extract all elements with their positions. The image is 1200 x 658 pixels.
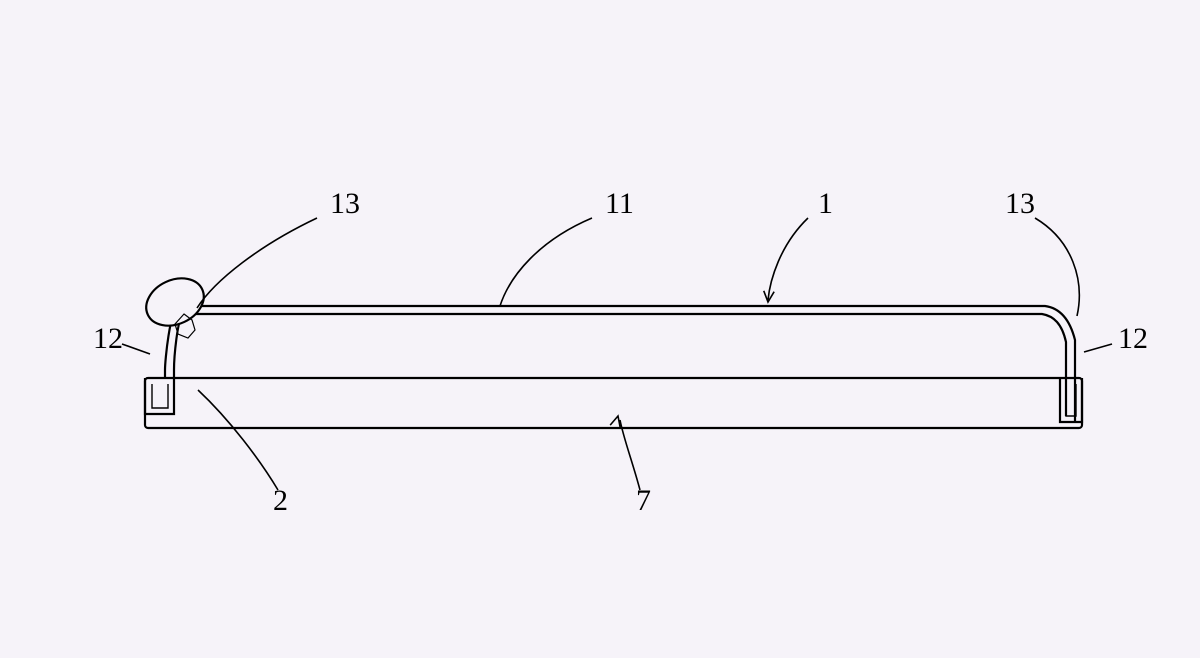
- top-plate-inner: [174, 314, 1066, 416]
- label-13-right: 13: [1005, 187, 1035, 220]
- leader-13-right: [1035, 218, 1079, 316]
- label-2: 2: [273, 484, 288, 517]
- reference-labels: 1311113121227: [93, 187, 1148, 517]
- device-cross-section: [139, 269, 1082, 428]
- arrow-7: [610, 416, 620, 428]
- label-11: 11: [605, 187, 634, 220]
- leader-13-left: [197, 218, 317, 308]
- leader-lines: [122, 218, 1112, 490]
- label-1: 1: [818, 187, 833, 220]
- label-12-right: 12: [1118, 322, 1148, 355]
- patent-figure: 1311113121227: [0, 0, 1200, 658]
- leader-2: [198, 390, 278, 490]
- leader-12-left: [122, 344, 150, 354]
- label-7: 7: [636, 484, 651, 517]
- label-12-left: 12: [93, 322, 123, 355]
- leader-7: [620, 420, 640, 490]
- leader-12-right: [1084, 344, 1112, 352]
- left-bracket-inner: [152, 384, 168, 408]
- leader-1: [768, 218, 808, 300]
- top-plate-outer: [165, 306, 1075, 422]
- leader-11: [500, 218, 592, 306]
- label-13-left: 13: [330, 187, 360, 220]
